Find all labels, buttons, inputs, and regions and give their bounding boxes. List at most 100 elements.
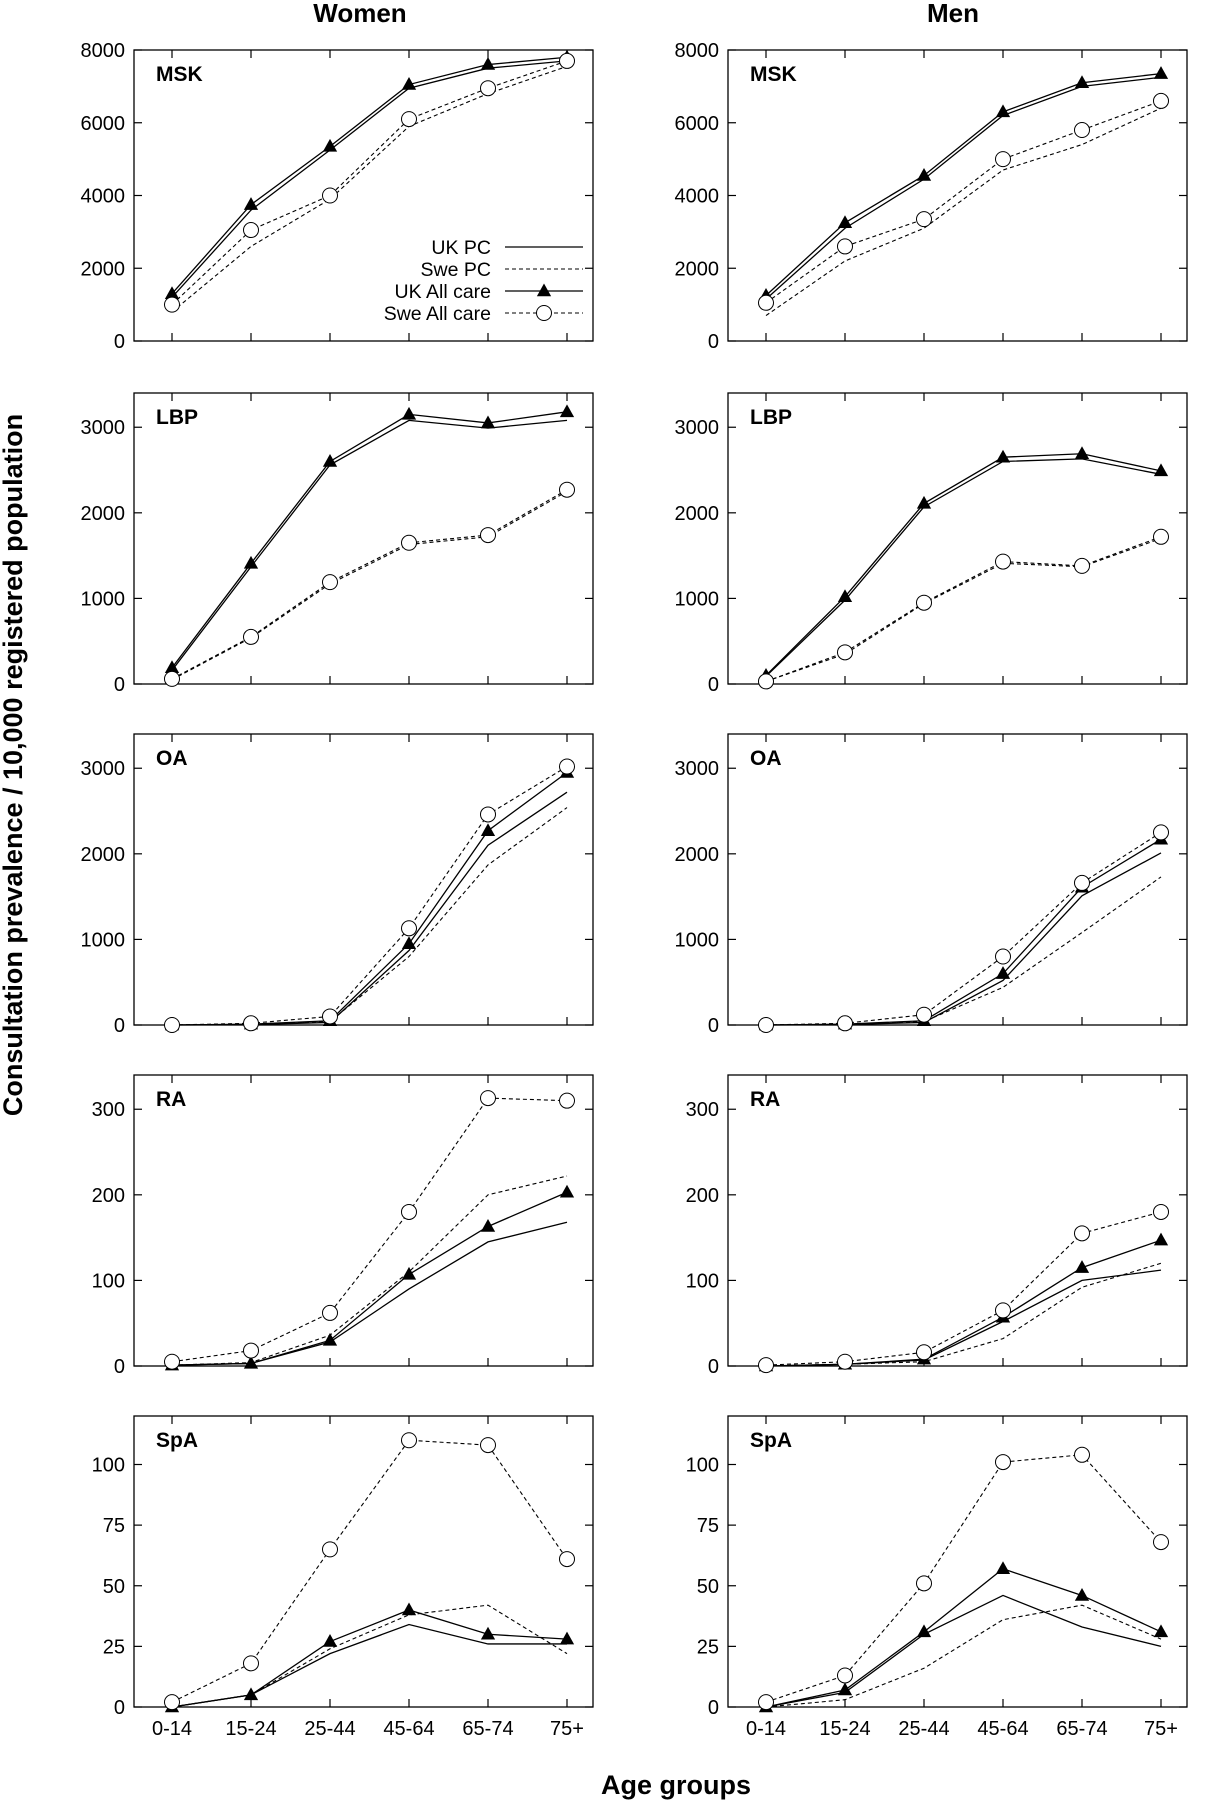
y-tick-label: 100: [92, 1270, 125, 1292]
series-line-swe-pc: [765, 876, 1162, 1026]
circle-marker: [1074, 557, 1090, 574]
legend-label: Swe PC: [421, 259, 491, 281]
circle-marker: [837, 238, 853, 255]
series-line-swe-all-care: [171, 489, 568, 680]
triangle-marker: [322, 138, 338, 152]
circle-marker: [837, 1667, 853, 1684]
legend-label: UK All care: [395, 281, 491, 303]
circle-marker: [322, 574, 338, 591]
y-tick-label: 100: [92, 1455, 125, 1477]
series-line-swe-pc: [765, 107, 1162, 316]
circle-marker: [401, 111, 417, 128]
triangle-marker: [1074, 446, 1090, 460]
triangle-marker: [401, 406, 417, 420]
series-line-uk-pc: [765, 852, 1162, 1026]
panel-title: MSK: [750, 63, 797, 86]
y-tick-label: 25: [103, 1636, 125, 1658]
triangle-marker: [164, 286, 180, 299]
x-tick-label: 25-44: [898, 1718, 949, 1740]
y-tick-label: 2000: [81, 503, 126, 525]
panel-frame: [133, 1415, 594, 1708]
x-tick-label: 0-14: [152, 1718, 192, 1740]
circle-marker: [837, 644, 853, 661]
y-tick-label: 75: [697, 1515, 719, 1537]
circle-marker: [559, 1092, 575, 1109]
series-line-swe-pc: [171, 1175, 568, 1366]
triangle-marker: [1074, 75, 1090, 88]
circle-marker: [480, 1437, 496, 1454]
series-line-uk-pc: [765, 1269, 1162, 1367]
series-line-uk-all-care: [765, 1239, 1162, 1367]
circle-marker: [480, 806, 496, 823]
circle-marker: [916, 211, 932, 228]
series-line-uk-all-care: [171, 1609, 568, 1708]
series-line-swe-pc: [171, 65, 568, 313]
panel-ra-women: RA 0 100 200 300: [92, 1074, 594, 1378]
triangle-marker: [1074, 1587, 1090, 1601]
column-title-men: Men: [927, 0, 979, 28]
circle-marker: [916, 1344, 932, 1361]
triangle-marker: [837, 215, 853, 229]
y-tick-label: 3000: [675, 758, 720, 780]
circle-marker: [758, 673, 774, 690]
series-line-uk-pc: [171, 419, 568, 671]
y-tick-label: 200: [92, 1185, 125, 1207]
circle-marker: [401, 920, 417, 937]
circle-marker: [322, 1304, 338, 1321]
circle-marker: [559, 481, 575, 498]
y-tick-label: 8000: [81, 40, 126, 62]
x-tick-label: 65-74: [462, 1718, 513, 1740]
series-line-uk-pc: [765, 1594, 1162, 1708]
series-line-uk-all-care: [171, 411, 568, 669]
y-tick-label: 3000: [81, 417, 126, 439]
triangle-marker: [1153, 1232, 1169, 1246]
panel-frame: [133, 1074, 594, 1367]
triangle-marker: [480, 1218, 496, 1232]
y-tick-label: 0: [708, 1015, 719, 1037]
triangle-marker: [1074, 1260, 1090, 1273]
circle-marker: [480, 527, 496, 544]
circle-marker: [164, 1694, 180, 1711]
series-line-swe-pc: [765, 1604, 1162, 1708]
triangle-marker: [401, 1602, 417, 1616]
y-tick-label: 0: [114, 674, 125, 696]
series-line-swe-all-care: [171, 60, 568, 306]
y-tick-label: 300: [92, 1099, 125, 1121]
y-tick-label: 100: [686, 1270, 719, 1292]
series-line-uk-pc: [171, 1623, 567, 1708]
triangle-marker: [401, 77, 417, 90]
panel-frame: [727, 1074, 1188, 1367]
triangle-marker: [916, 495, 932, 509]
y-tick-label: 1000: [675, 588, 720, 610]
panel-spa-men: SpA 0 25 50 75 100 0-14 15-24 25-44 45-64 65-74 75+: [686, 1415, 1188, 1740]
y-tick-label: 100: [686, 1455, 719, 1477]
column-title-women: Women: [313, 0, 406, 28]
y-tick-label: 0: [114, 1015, 125, 1037]
panel-frame: [727, 733, 1188, 1026]
circle-marker: [837, 1353, 853, 1370]
series-line-uk-all-care: [765, 453, 1162, 676]
circle-marker: [995, 1454, 1011, 1471]
triangle-marker: [995, 1561, 1011, 1575]
series-line-uk-all-care: [171, 771, 568, 1026]
series-line-uk-all-care: [765, 838, 1162, 1026]
circle-marker: [916, 594, 932, 611]
circle-marker: [164, 1353, 180, 1370]
y-tick-label: 75: [103, 1515, 125, 1537]
circle-marker: [1074, 122, 1090, 139]
circle-marker: [916, 1006, 932, 1023]
circle-marker: [1153, 1534, 1169, 1551]
triangle-marker: [243, 555, 259, 569]
y-axis-label: Consultation prevalence / 10,000 registe…: [0, 414, 28, 1116]
y-tick-label: 0: [114, 331, 125, 353]
circle-marker: [995, 151, 1011, 168]
panel-lbp-women: LBP 0 1000 2000 3000: [81, 392, 594, 696]
circle-marker: [916, 1575, 932, 1592]
triangle-marker: [243, 197, 259, 210]
circle-marker: [480, 80, 496, 97]
series-line-swe-pc: [765, 1262, 1162, 1367]
triangle-marker: [243, 1355, 259, 1369]
